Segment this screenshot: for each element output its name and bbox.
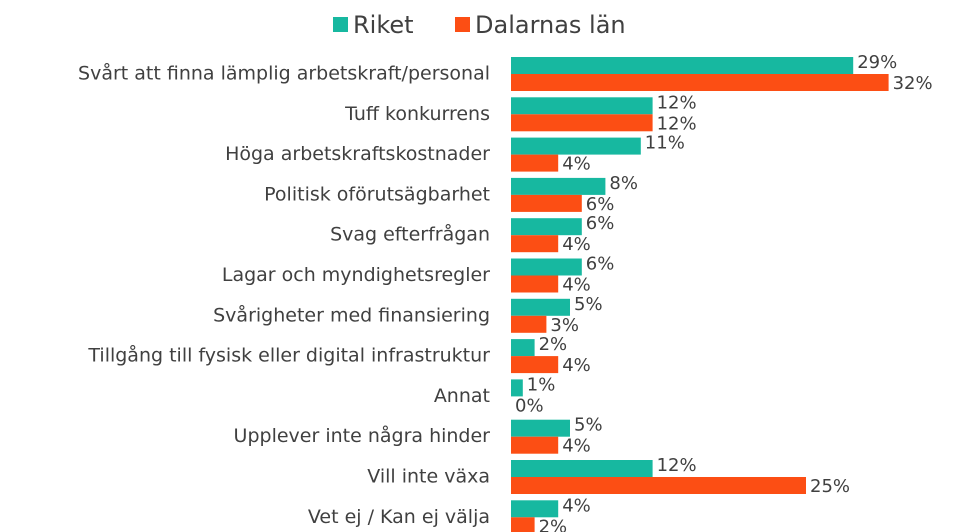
- value-label: 4%: [562, 436, 591, 457]
- value-label: 8%: [609, 173, 638, 194]
- bar: [511, 258, 582, 276]
- value-label: 11%: [645, 133, 685, 154]
- value-label: 6%: [586, 254, 615, 275]
- bar: [511, 436, 559, 454]
- category-label: Politisk oförutsägbarhet: [264, 183, 490, 205]
- value-label: 4%: [562, 495, 591, 516]
- bar: [511, 356, 559, 374]
- value-label: 2%: [539, 516, 568, 532]
- value-label: 12%: [657, 92, 697, 113]
- legend-label: Riket: [353, 11, 414, 39]
- category-label: Svårt att finna lämplig arbetskraft/pers…: [78, 62, 490, 85]
- bar: [511, 275, 559, 293]
- bar: [511, 114, 653, 132]
- value-label: 4%: [562, 355, 591, 376]
- bar: [511, 137, 641, 155]
- legend-label: Dalarnas län: [475, 11, 626, 39]
- bar: [511, 419, 570, 437]
- value-label: 25%: [810, 476, 850, 497]
- value-label: 12%: [657, 455, 697, 476]
- value-label: 1%: [527, 374, 556, 395]
- category-label: Vet ej / Kan ej välja: [308, 506, 490, 528]
- value-label: 29%: [857, 52, 897, 73]
- category-label: Tillgång till fysisk eller digital infra…: [87, 344, 490, 367]
- value-label: 4%: [562, 234, 591, 255]
- value-label: 2%: [539, 334, 568, 355]
- legend-swatch: [455, 17, 470, 32]
- bar: [511, 218, 582, 236]
- bar: [511, 74, 889, 91]
- bar: [511, 97, 653, 115]
- bar: [511, 379, 523, 397]
- value-label: 3%: [550, 315, 579, 336]
- value-label: 6%: [586, 213, 615, 234]
- bar: [511, 339, 535, 357]
- value-label: 12%: [657, 113, 697, 134]
- value-label: 5%: [574, 294, 603, 315]
- value-label: 32%: [893, 73, 933, 94]
- bar: [511, 315, 547, 333]
- bar: [511, 154, 559, 172]
- category-label: Vill inte växa: [367, 466, 490, 488]
- category-label: Höga arbetskraftskostnader: [225, 143, 490, 165]
- bar: [511, 460, 653, 477]
- bar: [511, 235, 559, 253]
- bar: [511, 194, 582, 212]
- bar: [511, 477, 806, 494]
- category-label: Lagar och myndighetsregler: [222, 264, 490, 286]
- bar: [511, 517, 535, 532]
- category-label: Svårigheter med finansiering: [213, 303, 490, 326]
- category-label: Svag efterfrågan: [330, 223, 490, 246]
- category-label: Annat: [434, 385, 490, 407]
- legend-swatch: [333, 17, 348, 32]
- bar: [511, 500, 559, 518]
- value-label: 6%: [586, 194, 615, 215]
- category-label: Tuff konkurrens: [344, 103, 490, 125]
- bar: [511, 57, 854, 74]
- value-label: 4%: [562, 275, 591, 296]
- bar: [511, 298, 570, 316]
- category-label: Upplever inte några hinder: [234, 424, 491, 447]
- value-label: 5%: [574, 415, 603, 436]
- bar: [511, 177, 606, 195]
- value-label: 0%: [515, 395, 544, 416]
- value-label: 4%: [562, 154, 591, 175]
